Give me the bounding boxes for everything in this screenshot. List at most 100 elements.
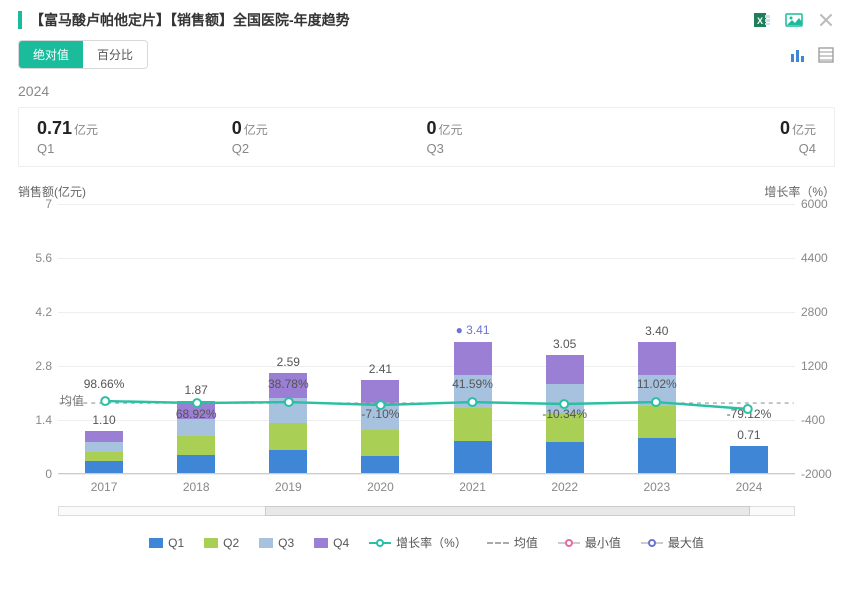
bar-stack <box>638 342 676 473</box>
bar-seg-q2 <box>85 452 123 462</box>
legend-growth-label: 增长率（%） <box>396 534 467 551</box>
title-wrap: 【富马酸卢帕他定片】【销售额】全国医院-年度趋势 <box>18 10 350 30</box>
bar-seg-q3 <box>269 398 307 423</box>
value-mode-tabs: 绝对值 百分比 <box>18 40 148 69</box>
summary-q1-value: 0.71 <box>37 118 72 138</box>
bar-seg-q4 <box>454 342 492 375</box>
x-tick-label: 2024 <box>703 474 795 494</box>
bar-seg-q1 <box>269 450 307 473</box>
legend-q2[interactable]: Q2 <box>204 534 239 551</box>
bar-seg-q2 <box>638 406 676 439</box>
legend-q1-label: Q1 <box>168 536 184 550</box>
svg-text:X: X <box>757 16 763 26</box>
summary-unit: 亿元 <box>74 123 98 137</box>
legend-q2-label: Q2 <box>223 536 239 550</box>
year-col-2023[interactable]: 3.4011.02% <box>611 204 703 473</box>
bar-total-label: 1.10 <box>92 413 115 427</box>
bar-seg-q1 <box>546 442 584 473</box>
table-view-icon[interactable] <box>817 46 835 64</box>
x-tick-label: 2019 <box>242 474 334 494</box>
summary-year: 2024 <box>18 83 835 99</box>
year-col-2020[interactable]: 2.41 -7.10% <box>334 204 426 473</box>
summary-q1-label: Q1 <box>37 141 232 156</box>
year-col-2017[interactable]: 1.10 98.66% <box>58 204 150 473</box>
legend-max[interactable]: 最大值 <box>641 534 704 551</box>
growth-label: 11.02% <box>637 377 677 391</box>
legend-q4-label: Q4 <box>333 536 349 550</box>
legend-min[interactable]: 最小值 <box>558 534 621 551</box>
scroll-track[interactable] <box>58 506 795 516</box>
summary-q2-value: 0 <box>232 118 242 138</box>
growth-label: -10.34% <box>542 407 587 421</box>
bar-chart-icon[interactable] <box>789 46 807 64</box>
chart: 销售额(亿元) 增长率（%） 01.42.84.25.67 1.1098.66%… <box>18 183 835 551</box>
summary-unit: 亿元 <box>244 123 268 137</box>
summary-row: 0.71亿元 Q1 0亿元 Q2 0亿元 Q3 0亿元 Q4 <box>18 107 835 167</box>
plot-area[interactable]: 1.10 98.66% 1.87 68.92% 2.59 38.78% 2.41 -7.10%… <box>58 204 795 474</box>
x-tick-label: 2017 <box>58 474 150 494</box>
title-accent-bar <box>18 11 22 29</box>
summary-q4: 0亿元 Q4 <box>621 118 816 156</box>
legend-q3[interactable]: Q3 <box>259 534 294 551</box>
year-col-2019[interactable]: 2.59 38.78% <box>242 204 334 473</box>
x-tick-label: 2020 <box>334 474 426 494</box>
summary-q3: 0亿元 Q3 <box>427 118 622 156</box>
controls-row: 绝对值 百分比 <box>18 40 835 69</box>
year-col-2021[interactable]: ● 3.4141.59% <box>427 204 519 473</box>
summary-q2: 0亿元 Q2 <box>232 118 427 156</box>
legend-q1[interactable]: Q1 <box>149 534 184 551</box>
header-actions: X <box>753 11 835 29</box>
bar-total-label: 3.05 <box>553 337 576 351</box>
legend-q3-label: Q3 <box>278 536 294 550</box>
summary-q3-value: 0 <box>427 118 437 138</box>
bar-seg-q3 <box>85 442 123 452</box>
bar-total-label: ● 3.41 <box>456 323 490 337</box>
legend-avg[interactable]: 均值 <box>487 534 538 551</box>
scroll-thumb[interactable] <box>265 506 750 516</box>
bar-seg-q2 <box>177 436 215 454</box>
growth-label: 68.92% <box>176 407 217 421</box>
legend-q4[interactable]: Q4 <box>314 534 349 551</box>
bar-stack <box>85 431 123 473</box>
bar-seg-q4 <box>546 355 584 384</box>
bar-seg-q2 <box>361 430 399 455</box>
bar-total-label: 2.41 <box>369 362 392 376</box>
summary-q2-label: Q2 <box>232 141 427 156</box>
tab-absolute[interactable]: 绝对值 <box>19 41 83 68</box>
legend-max-label: 最大值 <box>668 534 704 551</box>
growth-label: -7.10% <box>361 407 399 421</box>
bar-seg-q3 <box>177 419 215 437</box>
growth-label: 38.78% <box>268 377 309 391</box>
page-title: 【富马酸卢帕他定片】【销售额】全国医院-年度趋势 <box>30 10 350 30</box>
bar-seg-q1 <box>454 441 492 473</box>
year-col-2022[interactable]: 3.05 -10.34% <box>519 204 611 473</box>
bar-stack <box>454 342 492 473</box>
legend-min-label: 最小值 <box>585 534 621 551</box>
bar-total-label: 0.71 <box>737 428 760 442</box>
summary-unit: 亿元 <box>792 123 816 137</box>
bar-seg-q4 <box>85 431 123 443</box>
bar-seg-q1 <box>361 456 399 473</box>
growth-label: -79.12% <box>727 407 772 421</box>
bar-stack <box>361 380 399 473</box>
x-tick-label: 2018 <box>150 474 242 494</box>
chart-area: 01.42.84.25.67 1.1098.66%1.8768.92%2.593… <box>18 204 835 474</box>
year-col-2024[interactable]: 0.71 -79.12% <box>703 204 795 473</box>
header: 【富马酸卢帕他定片】【销售额】全国医院-年度趋势 X <box>18 10 835 30</box>
tab-percent[interactable]: 百分比 <box>83 41 147 68</box>
year-col-2018[interactable]: 1.87 68.92% <box>150 204 242 473</box>
bar-seg-q2 <box>269 423 307 450</box>
bar-total-label: 1.87 <box>185 383 208 397</box>
chart-mode-icons <box>789 46 835 64</box>
export-image-icon[interactable] <box>785 11 803 29</box>
close-icon[interactable] <box>817 11 835 29</box>
bar-total-label: 2.59 <box>277 355 300 369</box>
growth-label: 98.66% <box>84 377 125 391</box>
legend-growth[interactable]: 增长率（%） <box>369 534 467 551</box>
summary-q4-label: Q4 <box>621 141 816 156</box>
export-excel-icon[interactable]: X <box>753 11 771 29</box>
summary-q1: 0.71亿元 Q1 <box>37 118 232 156</box>
axis-titles: 销售额(亿元) 增长率（%） <box>18 183 835 200</box>
time-scrollbar[interactable] <box>58 504 795 518</box>
bar-seg-q1 <box>85 461 123 473</box>
